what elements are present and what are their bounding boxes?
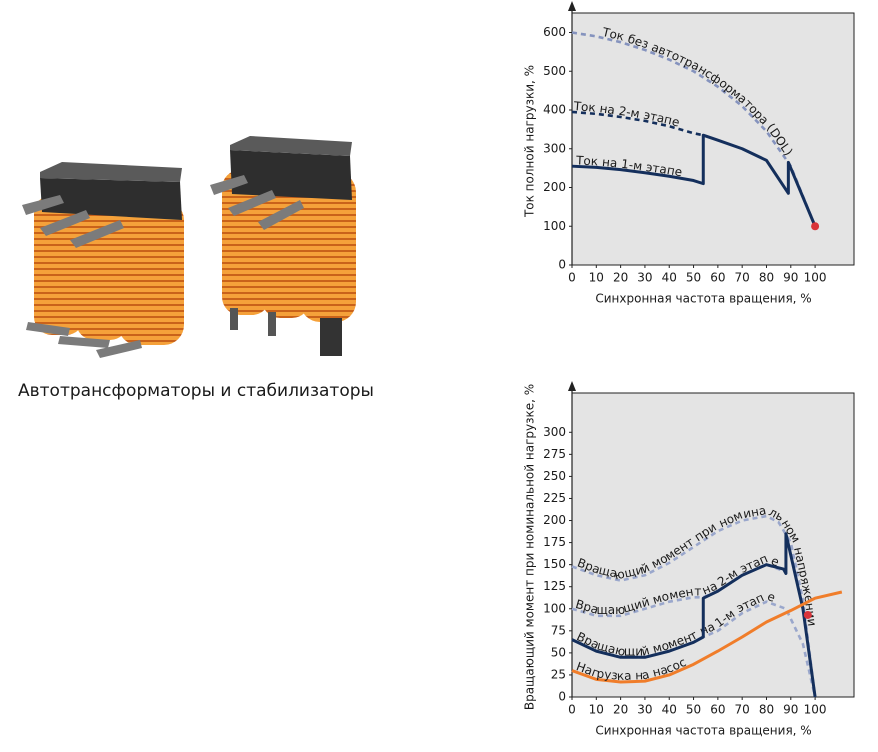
x-tick-label: 10 — [589, 271, 604, 285]
y-tick-label: 500 — [543, 64, 566, 78]
y-tick-label: 0 — [558, 258, 566, 272]
x-tick-label: 60 — [710, 271, 725, 285]
y-tick-label: 400 — [543, 103, 566, 117]
y-tick-label: 150 — [543, 557, 566, 571]
y-tick-label: 300 — [543, 141, 566, 155]
y-tick-label: 0 — [558, 690, 566, 704]
y-tick-label: 200 — [543, 513, 566, 527]
y-tick-label: 100 — [543, 219, 566, 233]
y-tick-label: 75 — [551, 623, 566, 637]
x-tick-label: 40 — [662, 271, 677, 285]
y-tick-label: 275 — [543, 447, 566, 461]
marker-point — [811, 222, 820, 231]
y-tick-label: 225 — [543, 491, 566, 505]
y-axis-title: Ток полной нагрузки, % — [523, 65, 537, 218]
x-tick-label: 50 — [686, 703, 701, 717]
x-tick-label: 20 — [613, 703, 628, 717]
transformer-left — [22, 162, 184, 358]
marker-point — [803, 610, 812, 619]
y-tick-label: 125 — [543, 579, 566, 593]
caption: Автотрансформаторы и стабилизаторы — [18, 381, 374, 401]
series-line — [571, 133, 817, 227]
series-line — [571, 590, 843, 684]
y-tick-label: 300 — [543, 425, 566, 439]
series-line — [571, 110, 704, 137]
y-tick-label: 50 — [551, 645, 566, 659]
x-tick-label: 0 — [568, 271, 576, 285]
y-tick-label: 200 — [543, 180, 566, 194]
y-tick-label: 250 — [543, 469, 566, 483]
axis-arrow — [568, 381, 576, 391]
series-line — [571, 532, 817, 698]
x-tick-label: 80 — [759, 703, 774, 717]
x-tick-label: 50 — [686, 271, 701, 285]
y-axis-title: Вращающий момент при номинальной нагрузк… — [523, 384, 537, 710]
x-axis-title: Синхронная частота вращения, % — [595, 292, 811, 306]
axis-arrow — [568, 1, 576, 11]
x-tick-label: 70 — [735, 703, 750, 717]
x-tick-label: 60 — [710, 703, 725, 717]
y-tick-label: 600 — [543, 25, 566, 39]
x-tick-label: 30 — [637, 271, 652, 285]
x-tick-label: 100 — [804, 271, 827, 285]
series-line — [571, 31, 817, 227]
x-tick-label: 0 — [568, 703, 576, 717]
x-tick-label: 90 — [783, 703, 798, 717]
x-tick-label: 80 — [759, 271, 774, 285]
transformer-illustration — [22, 136, 356, 358]
x-axis-title: Синхронная частота вращения, % — [595, 724, 811, 738]
x-tick-label: 30 — [637, 703, 652, 717]
y-tick-label: 25 — [551, 667, 566, 681]
x-tick-label: 70 — [735, 271, 750, 285]
x-tick-label: 40 — [662, 703, 677, 717]
transformer-right — [210, 136, 356, 356]
x-tick-label: 20 — [613, 271, 628, 285]
y-tick-label: 175 — [543, 535, 566, 549]
x-tick-label: 90 — [783, 271, 798, 285]
y-tick-label: 100 — [543, 601, 566, 615]
x-tick-label: 10 — [589, 703, 604, 717]
x-tick-label: 100 — [804, 703, 827, 717]
